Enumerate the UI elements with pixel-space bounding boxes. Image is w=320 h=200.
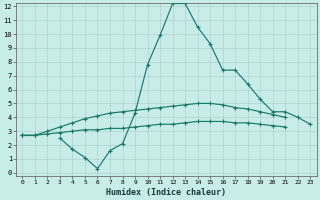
X-axis label: Humidex (Indice chaleur): Humidex (Indice chaleur) xyxy=(106,188,226,197)
